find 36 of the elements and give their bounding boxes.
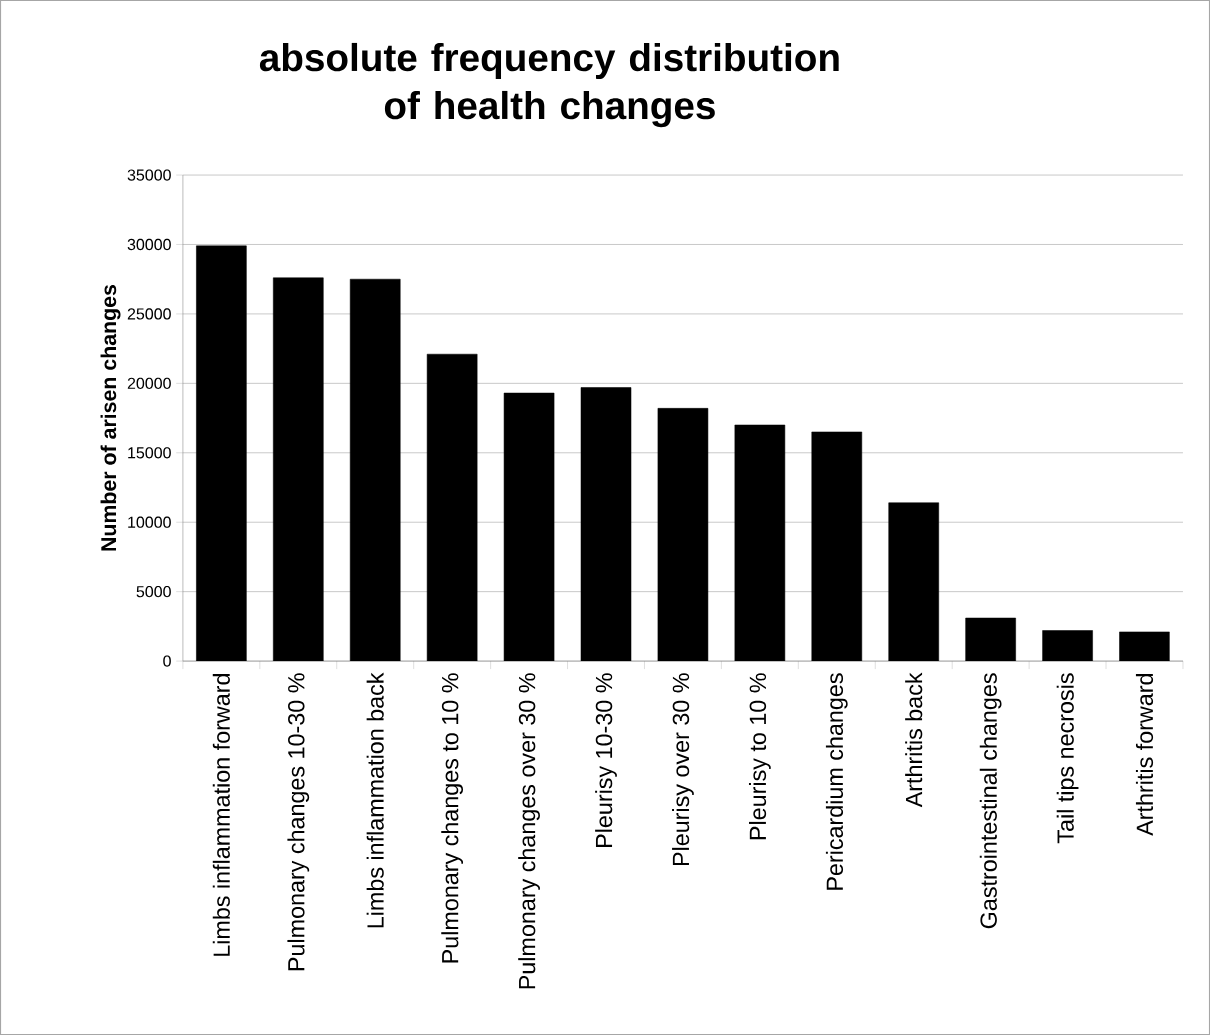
y-tick-label: 0	[163, 655, 171, 667]
y-axis-title: Number of arisen changes	[100, 285, 121, 551]
x-tick-label: Pulmonary changes to 10 %	[441, 673, 464, 963]
y-tick-label: 25000	[127, 308, 171, 320]
y-tick-label: 10000	[128, 516, 171, 528]
x-tick-label: Pleurisy to 10 %	[748, 673, 771, 840]
y-tick-label: 30000	[127, 238, 171, 251]
bar	[580, 387, 632, 662]
x-tick-label: Pericardium changes	[825, 673, 848, 890]
bar	[811, 431, 863, 662]
y-tick-label: 35000	[127, 169, 171, 181]
bar	[196, 245, 247, 662]
x-tick-label: Arthritis back	[905, 672, 923, 808]
bar	[349, 278, 401, 662]
y-tick-label: 15000	[128, 447, 171, 459]
bar	[888, 502, 939, 662]
bar	[503, 392, 555, 662]
x-tick-label: Pulmonary changes 10-30 %	[287, 673, 310, 971]
x-tick-label: Limbs inflammation back	[366, 672, 384, 928]
x-tick-label: Gastrointestinal changes	[979, 673, 1002, 929]
chart-title: absolute frequency distribution of health changes	[259, 42, 839, 128]
x-tick-label: Tail tips necrosis	[1056, 673, 1079, 844]
x-tick-label: Arthritis forward	[1135, 674, 1154, 836]
x-tick-label: Pulmonary changes over 30 %	[518, 673, 540, 989]
bar	[1119, 631, 1170, 662]
bar	[1042, 630, 1093, 662]
bar	[734, 424, 786, 662]
y-tick-label: 20000	[127, 377, 171, 389]
bar	[426, 353, 478, 662]
x-tick-label: Pleurisy 10-30 %	[595, 673, 617, 847]
x-tick-label: Pleurisy over 30 %	[672, 673, 694, 866]
y-tick-label: 5000	[136, 585, 171, 598]
x-tick-label: Limbs inflammation forward	[212, 674, 230, 956]
bar	[657, 408, 709, 662]
bar	[965, 617, 1016, 662]
bar	[273, 277, 324, 662]
